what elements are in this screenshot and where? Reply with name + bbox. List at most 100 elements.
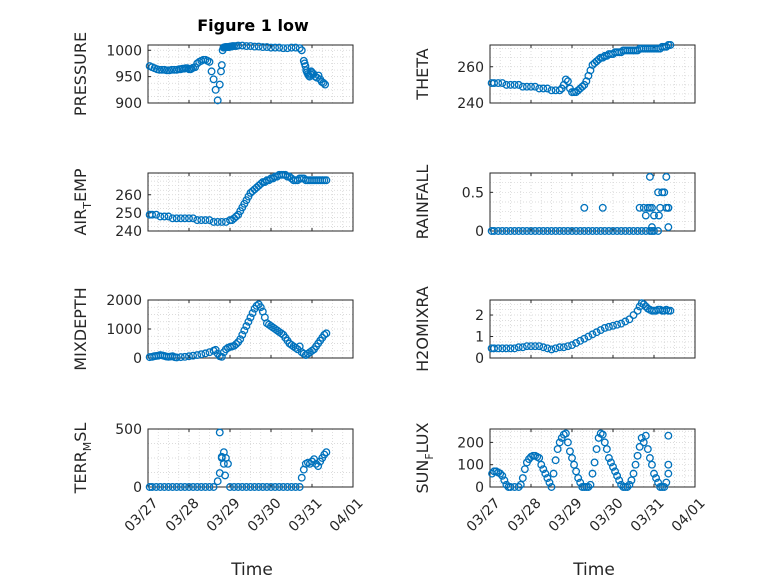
data-point: [563, 77, 572, 86]
data-point: [502, 344, 511, 353]
data-point: [494, 344, 503, 353]
data-point: [271, 483, 280, 491]
y-axis-label: SUNFLUX: [413, 422, 436, 493]
data-point: [295, 44, 304, 53]
data-point: [490, 344, 499, 353]
data-point: [568, 454, 576, 462]
data-point: [516, 480, 525, 489]
data-point: [604, 454, 613, 462]
data-point: [547, 86, 556, 95]
y-tick-label: 200: [457, 435, 484, 451]
figure-title: Figure 1 low: [197, 16, 309, 35]
data-point: [183, 64, 192, 73]
data-point: [611, 467, 619, 476]
data-point: [308, 346, 316, 355]
data-point: [592, 328, 601, 337]
data-point: [600, 323, 609, 332]
data-point: [568, 341, 576, 350]
y-axis-label-main: RAINFALL: [413, 165, 432, 240]
data-point: [623, 483, 632, 491]
data-point: [604, 322, 613, 331]
data-point: [189, 214, 198, 223]
data-point: [148, 483, 157, 491]
data-point: [549, 469, 558, 478]
data-point: [584, 227, 593, 235]
data-point: [625, 315, 634, 324]
data-point: [250, 483, 259, 491]
data-point: [561, 429, 570, 438]
data-point: [609, 227, 617, 235]
data-point: [502, 227, 511, 235]
data-point: [193, 351, 202, 360]
data-point: [514, 80, 523, 89]
data-point: [531, 82, 540, 91]
data-point: [238, 330, 247, 339]
data-point: [574, 474, 583, 483]
data-point: [197, 350, 206, 359]
data-point: [535, 454, 544, 462]
data-point: [213, 477, 222, 486]
data-point: [246, 483, 255, 491]
y-axis-label: H2OMIXRA: [413, 286, 432, 372]
data-point: [308, 457, 316, 466]
data-point: [234, 483, 243, 491]
data-point: [258, 483, 267, 491]
data-point: [602, 445, 611, 454]
y-tick-label: 500: [115, 422, 142, 438]
data-point: [641, 431, 650, 440]
data-point: [168, 483, 177, 491]
y-tick-label: 260: [457, 60, 484, 76]
data-point: [522, 342, 531, 351]
subplot-pressure: 900 950 1000 PRESSURE: [71, 32, 354, 116]
data-point: [609, 462, 617, 471]
data-point: [580, 203, 589, 212]
axes-box: [147, 428, 354, 488]
y-tick-label: 250: [115, 206, 142, 222]
data-point: [580, 227, 589, 235]
y-axis-label: RAINFALL: [413, 165, 432, 240]
data-point: [209, 75, 218, 84]
y-tick-label: 0: [133, 351, 142, 367]
data-point: [580, 334, 589, 343]
data-point: [211, 85, 220, 94]
data-point: [510, 344, 519, 353]
data-point: [598, 203, 607, 212]
data-point: [598, 53, 607, 62]
data-point: [250, 42, 259, 51]
data-point: [520, 465, 529, 474]
y-tick-label: 1000: [106, 43, 142, 59]
data-point: [322, 329, 331, 338]
data-point: [617, 319, 626, 328]
y-tick-label: 2: [475, 308, 484, 324]
data-point: [531, 342, 540, 351]
data-point: [563, 342, 572, 351]
data-point: [205, 483, 214, 491]
data-point: [297, 473, 306, 482]
data-point: [221, 471, 230, 480]
data-point: [555, 343, 564, 352]
y-tick-label: 0: [475, 480, 484, 496]
data-point: [588, 227, 597, 235]
data-point: [561, 75, 570, 84]
data-point: [156, 212, 165, 221]
y-tick-label: 1000: [106, 322, 142, 338]
axes-box: [489, 44, 696, 104]
y-tick-label: 100: [457, 458, 484, 474]
y-tick-label: 0.5: [462, 185, 484, 201]
data-point: [662, 42, 671, 51]
data-point: [592, 445, 601, 454]
data-point: [156, 483, 165, 491]
data-point: [650, 211, 658, 220]
data-point: [633, 451, 642, 460]
data-point: [527, 227, 535, 235]
data-point: [164, 212, 173, 221]
data-point: [662, 478, 671, 487]
data-point: [283, 44, 292, 53]
data-point: [262, 43, 271, 52]
data-point: [319, 79, 328, 87]
data-point: [576, 227, 585, 235]
data-point: [627, 476, 636, 485]
data-point: [244, 317, 253, 326]
data-point: [189, 351, 198, 360]
data-point: [660, 483, 669, 491]
